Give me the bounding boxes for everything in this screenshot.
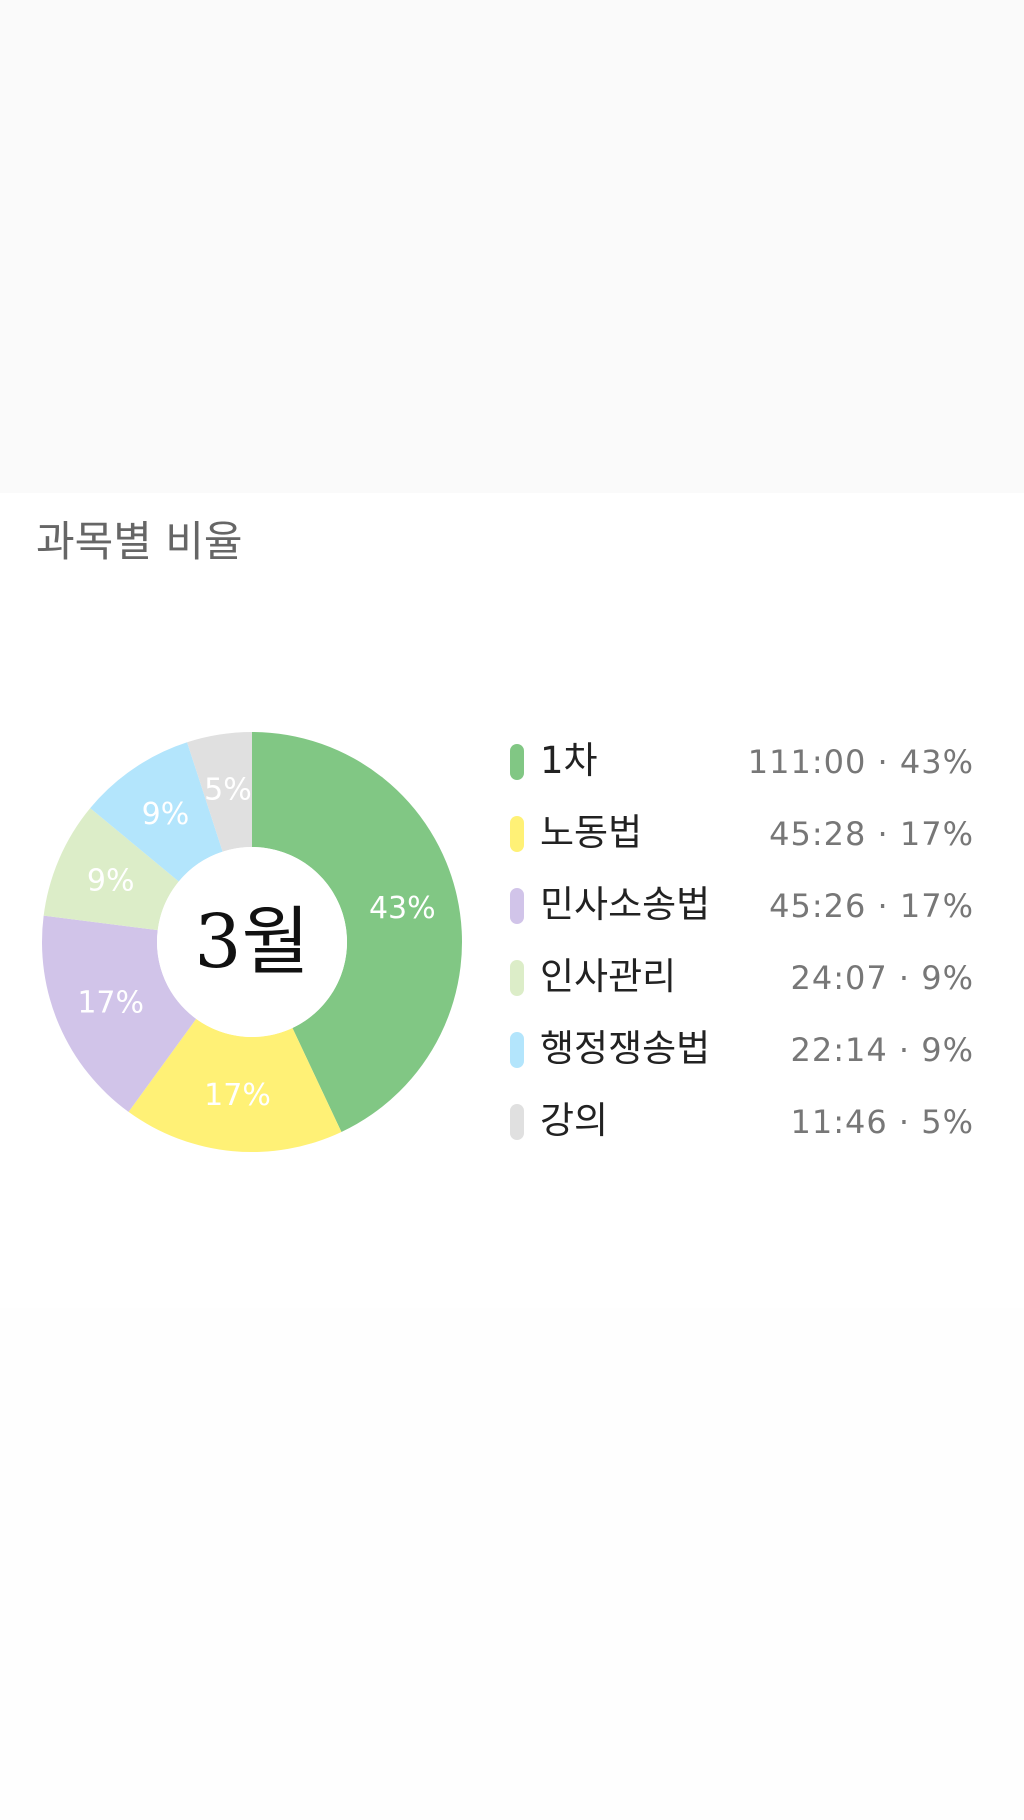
slice-label: 43%	[369, 891, 436, 926]
donut-slices	[41, 732, 463, 1152]
legend-swatch-icon	[510, 744, 524, 780]
legend-value: 111:00 · 43%	[747, 743, 974, 781]
legend-value: 11:46 · 5%	[790, 1103, 974, 1141]
legend-name: 행정쟁송법	[540, 1027, 711, 1070]
slice-label: 9%	[87, 863, 135, 898]
donut-slice	[252, 732, 463, 1133]
donut-slice	[187, 732, 252, 852]
section-title: 과목별 비율	[36, 517, 243, 566]
legend-item: 노동법 45:28 · 17%	[510, 798, 974, 870]
donut-slice	[41, 915, 197, 1112]
legend-swatch-icon	[510, 1032, 524, 1068]
legend-value: 24:07 · 9%	[790, 959, 974, 997]
donut-slice	[128, 1018, 342, 1152]
donut-slice	[90, 742, 223, 882]
slice-label: 17%	[77, 986, 144, 1021]
legend-name: 민사소송법	[540, 883, 711, 926]
legend-value: 45:28 · 17%	[769, 815, 974, 853]
legend-name: 1차	[540, 739, 598, 782]
legend-item: 강의 11:46 · 5%	[510, 1086, 974, 1158]
slice-label: 9%	[142, 797, 190, 832]
donut-slice	[43, 808, 179, 931]
legend-name: 강의	[540, 1099, 609, 1142]
legend-value: 22:14 · 9%	[790, 1031, 974, 1069]
legend-swatch-icon	[510, 816, 524, 852]
legend-name: 인사관리	[540, 955, 677, 998]
legend-name: 노동법	[540, 811, 643, 854]
legend-item: 인사관리 24:07 · 9%	[510, 942, 974, 1014]
donut-center-label: 3월	[194, 899, 309, 985]
legend-value: 45:26 · 17%	[769, 887, 974, 925]
donut-slice-labels: 43% 17% 17% 9%9% 5%	[77, 772, 435, 1112]
legend-swatch-icon	[510, 888, 524, 924]
donut-chart: 43% 17% 17% 9%9% 5% 3월	[41, 732, 463, 1152]
chart-legend: 1차 111:00 · 43% 노동법 45:28 · 17% 민사소송법 45…	[510, 726, 974, 1158]
legend-item: 민사소송법 45:26 · 17%	[510, 870, 974, 942]
donut-hole	[157, 847, 347, 1037]
slice-label: 5%	[204, 772, 252, 807]
legend-swatch-icon	[510, 1104, 524, 1140]
bottom-blank-area	[0, 1308, 1024, 1820]
legend-item: 1차 111:00 · 43%	[510, 726, 974, 798]
top-blank-area	[0, 0, 1024, 493]
legend-swatch-icon	[510, 960, 524, 996]
slice-label: 17%	[204, 1078, 271, 1113]
legend-item: 행정쟁송법 22:14 · 9%	[510, 1014, 974, 1086]
